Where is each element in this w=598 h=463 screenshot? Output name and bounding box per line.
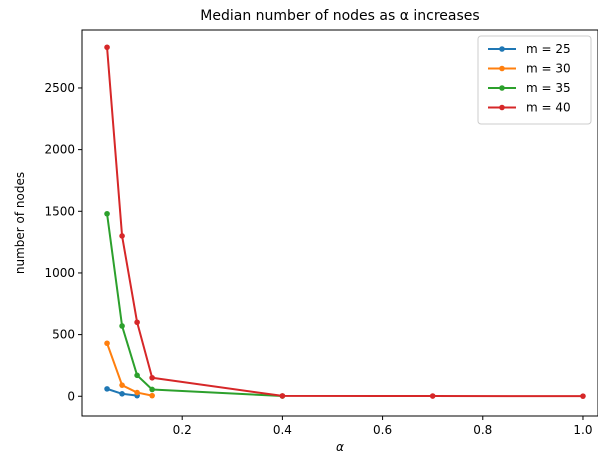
series-layer (104, 44, 586, 399)
y-tick-label: 1000 (44, 266, 75, 280)
data-point-m-25 (119, 391, 125, 397)
data-point-m-35 (104, 210, 110, 217)
y-tick-label: 1500 (44, 204, 75, 218)
y-tick-label: 0 (67, 389, 75, 403)
data-point-m-30 (104, 340, 110, 347)
legend-swatch-marker (499, 85, 505, 91)
legend-swatch-marker (499, 46, 505, 52)
data-point-m-40 (580, 393, 586, 399)
series-line-m-30 (106, 342, 153, 397)
x-tick-label: 0.6 (373, 423, 392, 437)
data-point-m-40 (149, 374, 155, 381)
legend: m = 25 m = 30 m = 35 m = 40 (477, 35, 592, 125)
data-point-m-35 (134, 372, 140, 379)
data-point-m-40 (134, 319, 140, 326)
data-point-m-30 (119, 382, 125, 388)
y-tick-label: 500 (52, 328, 75, 342)
legend-swatch-marker (499, 104, 505, 111)
x-tick-label: 1.0 (573, 423, 592, 437)
plot-frame (81, 29, 598, 417)
data-point-m-30 (134, 389, 140, 396)
legend-box (477, 35, 592, 125)
x-axis-label: α (336, 440, 344, 454)
data-point-m-30 (149, 392, 155, 399)
legend-swatch-marker (499, 65, 505, 72)
data-point-m-25 (104, 386, 110, 392)
data-point-m-35 (149, 386, 155, 393)
data-point-m-40 (429, 393, 436, 399)
y-axis-ticks: 0 500 1000 1500 2000 2500 (44, 81, 82, 403)
x-axis-ticks: 0.2 0.4 0.6 0.8 1.0 (173, 416, 593, 437)
data-point-m-40 (279, 393, 286, 399)
y-tick-label: 2000 (44, 143, 75, 157)
legend-label: m = 35 (526, 81, 571, 95)
legend-label: m = 30 (526, 62, 571, 76)
x-tick-label: 0.2 (173, 423, 192, 437)
y-tick-label: 2500 (44, 81, 75, 95)
x-tick-label: 0.8 (473, 423, 492, 437)
data-point-m-40 (119, 233, 125, 239)
legend-label: m = 25 (526, 42, 571, 56)
chart-title: Median number of nodes as α increases (200, 8, 479, 24)
y-axis-label: number of nodes (13, 172, 27, 274)
data-point-m-35 (119, 323, 125, 329)
x-tick-label: 0.4 (273, 423, 292, 437)
legend-label: m = 40 (526, 101, 571, 115)
data-point-m-40 (104, 44, 110, 51)
